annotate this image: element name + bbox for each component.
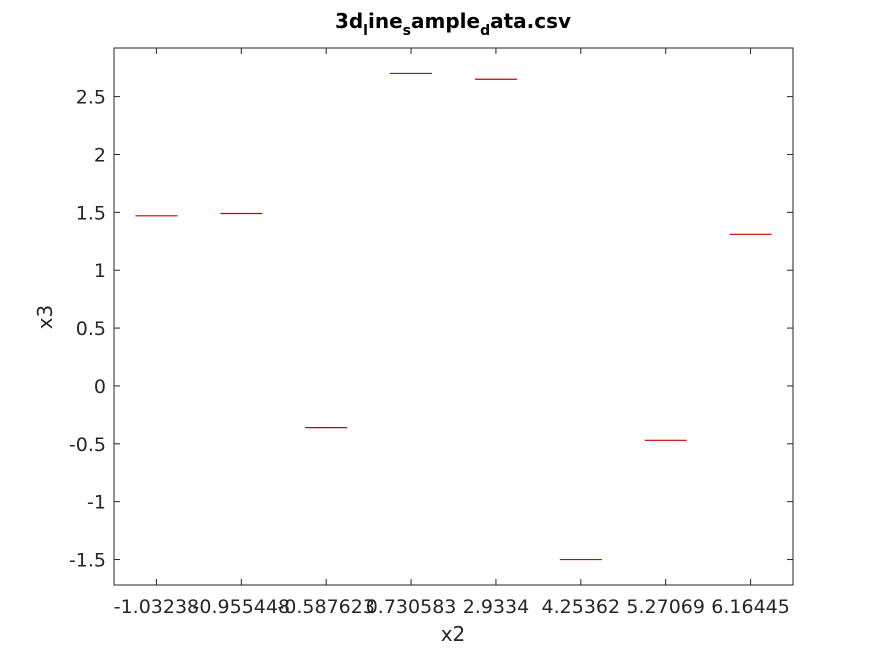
x-tick-label: 2.9334 — [463, 596, 529, 618]
chart-title-part: ine — [368, 9, 403, 33]
chart-title-part: s — [403, 23, 411, 39]
y-tick-label: 0.5 — [76, 318, 106, 340]
x-tick-label: 6.16445 — [711, 596, 790, 618]
y-tick-labels: -1.5 -1 -0.5 0 0.5 1 1.5 2 2.5 — [69, 87, 106, 572]
x-tick-label: 5.27069 — [626, 596, 705, 618]
y-tick-label: 1 — [94, 260, 106, 282]
y-tick-label: 0 — [94, 376, 106, 398]
y-tick-label: 1.5 — [76, 202, 106, 224]
chart-title-part: ata.csv — [490, 9, 571, 33]
chart-title: 3dlinesampledata.csv — [335, 9, 571, 39]
y-tick-label: -1 — [87, 492, 106, 514]
plot-area — [113, 47, 794, 586]
x-tick-label: -0.955448 — [193, 596, 291, 618]
chart-title-part: ample — [411, 9, 480, 33]
data-marks — [135, 72, 772, 561]
y-tick-label: -0.5 — [69, 434, 106, 456]
x-tick-label: -0.587623 — [277, 596, 375, 618]
x-axis-label: x2 — [441, 622, 466, 646]
x-tick-label: -1.03238 — [114, 596, 199, 618]
chart-title-part: l — [363, 23, 368, 39]
axis-ticks — [114, 48, 793, 585]
chart-title-part: 3d — [335, 9, 363, 33]
y-axis-label: x3 — [33, 305, 57, 330]
y-tick-label: -1.5 — [69, 550, 106, 572]
x-tick-label: 0.730583 — [366, 596, 457, 618]
chart-title-part: d — [480, 23, 490, 39]
y-tick-label: 2.5 — [76, 87, 106, 109]
y-tick-label: 2 — [94, 144, 106, 166]
x-tick-label: 4.25362 — [542, 596, 621, 618]
